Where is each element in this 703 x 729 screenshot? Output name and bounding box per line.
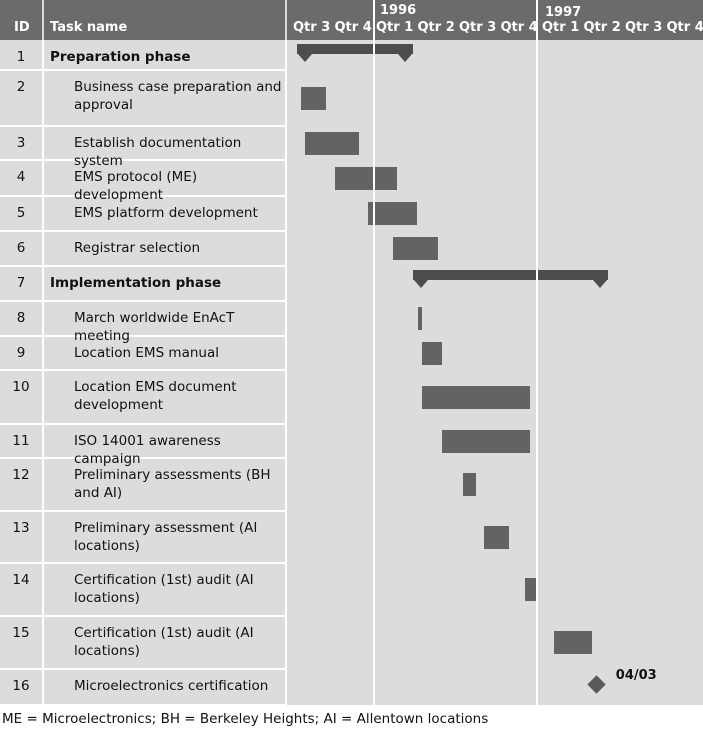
task-name: EMS platform development [74,205,258,221]
row-divider [0,335,285,337]
row-divider [0,195,285,197]
summary-bar-end-marker [414,280,429,288]
task-id: 8 [16,310,26,326]
task-bar [525,578,538,601]
summary-bar-end-marker [593,280,608,288]
task-id: 4 [16,169,26,185]
task-id: 1 [16,49,26,65]
task-bar [554,631,592,654]
milestone-marker [587,675,606,694]
row-divider [0,562,285,564]
year-label-1996: 1996 [380,3,417,18]
year-divider-1996 [373,0,375,705]
quarter-label: Qtr 4 [500,20,538,35]
quarter-label: Qtr 1 [542,20,580,35]
quarter-label: Qtr 3 [293,20,331,35]
task-id: 14 [12,572,30,588]
quarter-label: Qtr 2 [417,20,455,35]
row-divider [0,159,285,161]
task-id: 9 [16,345,26,361]
task-name: Business case preparation and approval [74,79,282,113]
task-bar [367,202,418,225]
task-name: Registrar selection [74,240,201,256]
task-bar [305,131,360,155]
summary-bar-end-marker [398,54,413,62]
row-divider [0,510,285,512]
task-bar [442,429,530,453]
row-divider [0,230,285,232]
task-name: Microelectronics certification [74,678,269,694]
row-divider [0,265,285,267]
summary-bar [413,270,609,280]
task-name: Preliminary assessment (AI locations) [74,520,258,554]
task-id: 10 [12,379,30,395]
quarter-label: Qtr 4 [334,20,372,35]
task-header-label: Task name [50,20,128,35]
task-name: March worldwide EnAcT meeting [74,310,235,344]
quarter-label: Qtr 2 [583,20,621,35]
task-id: 13 [12,520,30,536]
task-name: Location EMS manual [74,345,219,361]
row-divider [0,457,285,459]
task-name: ISO 14001 awareness campaign [74,433,221,467]
id-header-label: ID [14,20,30,35]
task-id: 7 [16,275,26,291]
gantt-chart: ID Task name 1996 1997 Qtr 3 Qtr 4 Qtr 1 Qt… [0,0,703,706]
id-column-header: ID [0,0,42,40]
column-divider-task [285,40,287,705]
row-divider [0,615,285,617]
task-bar [463,473,476,496]
task-id: 12 [12,467,30,483]
task-name: Location EMS document development [74,379,237,413]
task-id: 6 [16,240,26,256]
task-id: 2 [16,79,26,95]
row-divider [0,69,285,71]
task-name: Establish documentation system [74,135,242,169]
column-divider-id [42,40,44,705]
row-divider [0,423,285,425]
timeline-header: 1996 1997 Qtr 3 Qtr 4 Qtr 1 Qtr 2 Qtr 3 Qtr 4… [287,0,703,40]
quarter-label: Qtr 4 [666,20,703,35]
task-id: 11 [12,433,30,449]
year-divider-1997 [536,0,538,705]
task-id: 16 [12,678,30,694]
task-name: Implementation phase [50,275,222,291]
year-label-1997: 1997 [545,5,582,20]
footnote: ME = Microelectronics; BH = Berkeley Hei… [2,711,489,727]
task-bar [483,525,509,549]
task-id: 5 [16,205,26,221]
task-bar [417,307,422,330]
task-bar [421,385,530,409]
row-divider [0,668,285,670]
row-divider [0,369,285,371]
milestone-date-label: 04/03 [615,668,657,683]
summary-bar-end-marker [298,54,313,62]
task-bar [334,166,397,190]
quarter-label: Qtr 3 [625,20,663,35]
summary-bar [297,44,414,54]
quarter-label: Qtr 3 [459,20,497,35]
task-bar [301,86,327,110]
task-name: Certification (1st) audit (AI locations) [74,625,254,659]
task-bar [392,237,439,260]
task-name: Certification (1st) audit (AI locations) [74,572,254,606]
task-bar [421,341,443,365]
row-divider [0,704,285,706]
row-divider [0,125,285,127]
task-name: Preparation phase [50,49,191,65]
quarter-label: Qtr 1 [376,20,414,35]
task-name: Preliminary assessments (BH and AI) [74,467,271,501]
task-name: EMS protocol (ME) development [74,169,198,203]
row-divider [0,300,285,302]
task-id: 3 [16,135,26,151]
task-id: 15 [12,625,30,641]
task-column-header: Task name [44,0,285,40]
